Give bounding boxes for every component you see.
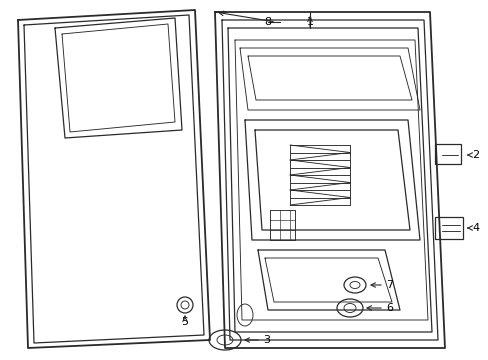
Text: 6: 6 bbox=[386, 303, 393, 313]
Text: 8: 8 bbox=[264, 17, 271, 27]
Text: 7: 7 bbox=[386, 280, 393, 290]
Text: 4: 4 bbox=[471, 223, 479, 233]
Text: 2: 2 bbox=[471, 150, 479, 160]
Text: 3: 3 bbox=[263, 335, 270, 345]
Text: 1: 1 bbox=[306, 17, 313, 27]
Text: 5: 5 bbox=[181, 317, 188, 327]
